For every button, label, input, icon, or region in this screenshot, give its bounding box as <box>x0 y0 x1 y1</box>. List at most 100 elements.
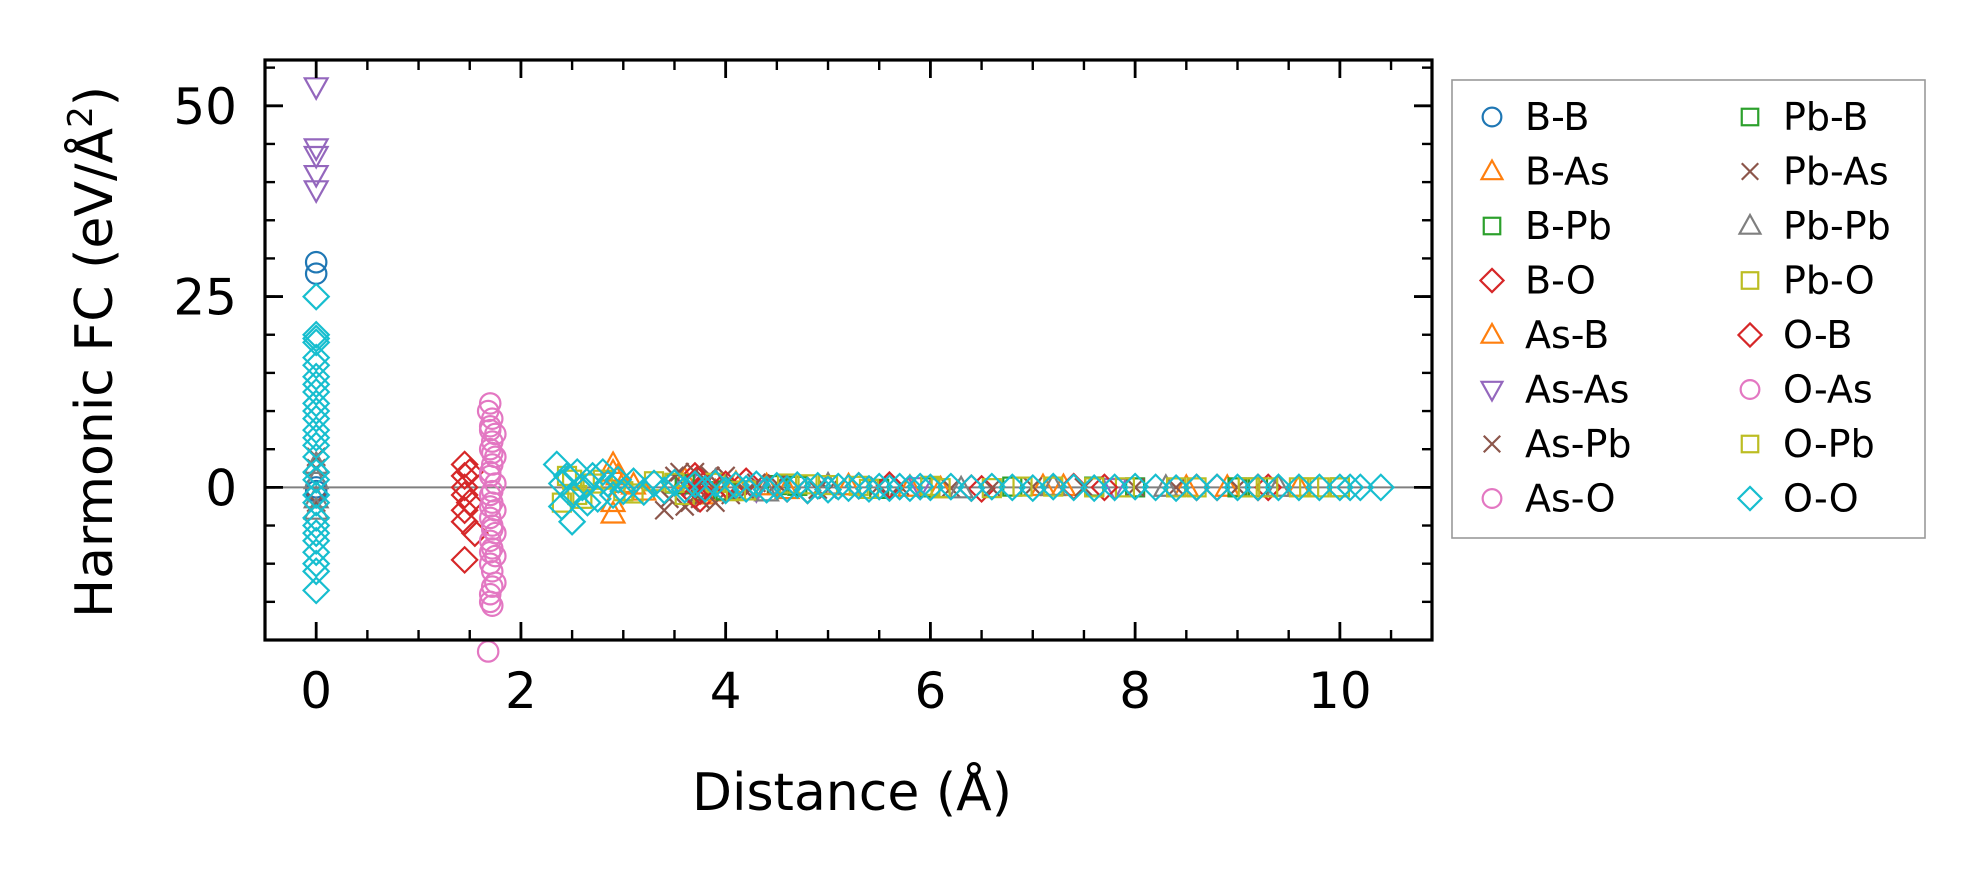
data-point <box>776 473 798 494</box>
legend-marker <box>1739 379 1761 400</box>
legend-label: Pb-B <box>1783 95 1868 139</box>
series-as-as <box>302 77 1128 504</box>
data-point <box>450 545 479 575</box>
data-point <box>896 473 924 497</box>
data-point <box>772 474 802 504</box>
data-point <box>302 164 330 189</box>
data-point <box>455 488 484 517</box>
legend-marker <box>1479 158 1505 181</box>
data-point <box>588 457 617 487</box>
data-point <box>793 476 822 505</box>
series-o-as <box>476 399 504 614</box>
legend-item: O-As <box>1739 368 1873 412</box>
x-axis-title: Distance (Å) <box>692 761 1012 823</box>
legend-marker <box>1481 106 1503 128</box>
data-point <box>480 594 504 617</box>
data-point <box>711 476 740 505</box>
data-point <box>455 457 484 487</box>
data-point <box>803 471 832 500</box>
data-point <box>302 180 330 204</box>
legend-marker <box>1737 212 1763 235</box>
data-point <box>1182 473 1211 502</box>
data-point <box>685 477 715 506</box>
data-point <box>302 526 331 555</box>
data-point <box>304 250 328 274</box>
data-point <box>835 471 862 496</box>
data-point <box>302 503 331 533</box>
data-point <box>834 473 863 503</box>
data-point <box>563 457 592 487</box>
data-point <box>480 441 504 465</box>
data-point <box>1161 473 1191 503</box>
data-point <box>1264 473 1293 502</box>
data-point <box>557 507 587 536</box>
data-point <box>1305 473 1334 502</box>
data-point <box>753 477 780 502</box>
data-point <box>1243 473 1273 502</box>
data-point <box>875 473 904 503</box>
data-point <box>609 477 638 506</box>
data-point <box>476 640 500 663</box>
data-point <box>302 396 331 426</box>
x-tick-label: 8 <box>1119 662 1151 720</box>
data-point <box>670 475 699 504</box>
data-point <box>854 474 884 504</box>
legend-item: Pb-Pb <box>1737 204 1891 248</box>
data-point <box>998 473 1027 502</box>
data-points-layer <box>302 77 1395 663</box>
data-point <box>1090 473 1119 502</box>
data-point <box>1299 477 1320 498</box>
legend-item: As-B <box>1479 313 1609 357</box>
y-axis-title: Harmonic FC (eV/Å2) <box>61 86 125 618</box>
data-point <box>302 282 331 311</box>
data-point <box>1346 473 1375 502</box>
data-point <box>480 479 504 503</box>
data-point <box>977 472 1006 501</box>
data-point <box>680 470 710 499</box>
data-point <box>1018 473 1047 503</box>
legend-item: As-As <box>1479 368 1629 412</box>
data-point <box>844 471 873 500</box>
data-point-stroke <box>1074 477 1094 498</box>
legend-label: Pb-O <box>1783 259 1875 303</box>
legend-item: O-Pb <box>1740 422 1875 466</box>
data-point <box>731 474 761 504</box>
data-point-stroke <box>669 462 690 482</box>
data-point <box>731 467 761 496</box>
data-point <box>1100 473 1129 502</box>
data-point <box>895 473 925 503</box>
legend-label: As-B <box>1525 313 1609 357</box>
data-point <box>865 472 894 501</box>
data-point <box>957 473 986 503</box>
data-point <box>725 481 746 502</box>
data-point <box>302 519 331 548</box>
x-tick-label: 2 <box>505 662 537 720</box>
data-point <box>947 474 975 499</box>
legend-label: Pb-Pb <box>1783 204 1891 248</box>
data-point <box>478 590 502 614</box>
data-point <box>592 469 613 490</box>
data-point <box>578 461 607 491</box>
y-tick-label: 50 <box>173 78 237 136</box>
data-point <box>885 472 914 501</box>
data-point <box>302 145 330 170</box>
data-point <box>478 495 502 518</box>
data-point <box>967 474 996 504</box>
legend-marker <box>1478 267 1506 294</box>
legend-item: B-Pb <box>1482 204 1612 248</box>
data-point <box>598 480 628 510</box>
data-point <box>1012 476 1033 497</box>
data-point <box>302 488 331 517</box>
legend: B-B B-As B-Pb B-O As-B As-As As-Pb As-O Pb-B Pb-A… <box>1451 79 1926 539</box>
data-point <box>1173 473 1200 497</box>
data-point <box>875 470 904 500</box>
data-point-stroke <box>654 500 675 521</box>
data-point <box>593 469 623 498</box>
y-axis-title-main: Harmonic FC (eV/Å <box>63 127 125 618</box>
legend-marker-stroke <box>1740 162 1760 181</box>
data-point <box>1141 473 1170 502</box>
legend-item: Pb-As <box>1740 150 1889 194</box>
data-point <box>1202 473 1232 502</box>
data-point <box>1152 473 1180 497</box>
x-tick-label: 0 <box>300 662 332 720</box>
